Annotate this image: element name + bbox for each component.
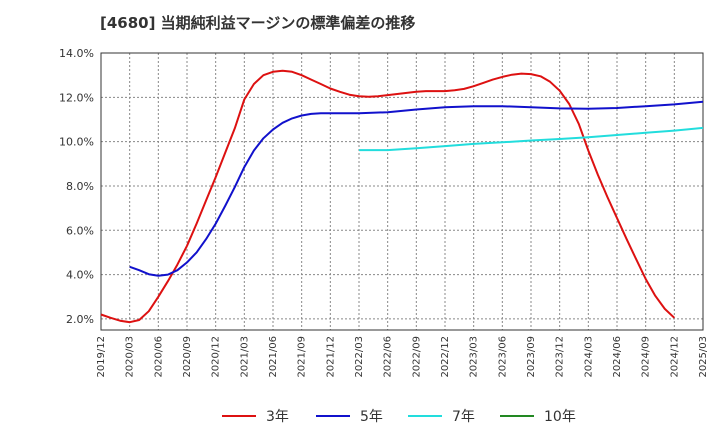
series-line-2 [359, 126, 704, 152]
y-tick-label: 8.0% [66, 180, 94, 193]
x-tick-label: 2024/06 [612, 336, 623, 378]
x-tick-label: 2020/09 [182, 336, 193, 378]
legend-label-7y: 7年 [452, 409, 475, 425]
plot-area [101, 53, 703, 330]
x-tick-label: 2023/06 [497, 336, 508, 378]
y-tick-label: 10.0% [59, 136, 94, 149]
x-tick-label: 2022/06 [383, 336, 394, 378]
y-tick-label: 4.0% [66, 269, 94, 282]
x-tick-label: 2023/12 [555, 336, 566, 378]
series-line-1 [129, 100, 704, 277]
x-tick-label: 2019/12 [96, 336, 107, 378]
y-tick-label: 12.0% [59, 91, 94, 104]
x-tick-label: 2021/12 [325, 336, 336, 378]
legend-item-10y: 10年 [500, 406, 576, 426]
x-tick-label: 2025/03 [698, 336, 709, 378]
y-tick-label: 14.0% [59, 47, 94, 60]
x-tick-label: 2023/03 [469, 336, 480, 378]
x-tick-label: 2021/03 [239, 336, 250, 378]
legend-item-5y: 5年 [316, 406, 383, 426]
legend-item-3y: 3年 [222, 406, 289, 426]
x-tick-label: 2022/03 [354, 336, 365, 378]
x-tick-label: 2021/09 [297, 336, 308, 378]
legend-swatch-7y [408, 415, 442, 417]
chart-title: [4680] 当期純利益マージンの標準偏差の推移 [100, 14, 416, 32]
x-tick-label: 2021/06 [268, 336, 279, 378]
legend-label-5y: 5年 [360, 409, 383, 425]
x-tick-label: 2022/09 [411, 336, 422, 378]
x-tick-label: 2024/12 [669, 336, 680, 378]
legend-label-10y: 10年 [544, 409, 576, 425]
x-tick-label: 2024/09 [641, 336, 652, 378]
x-tick-label: 2024/03 [583, 336, 594, 378]
legend-swatch-3y [222, 415, 256, 417]
series-line-0 [100, 69, 675, 324]
line-chart: 2019/12 2020/03 2020/06 2020/09 2020/12 2021/… [59, 47, 709, 378]
x-tick-label: 2020/12 [211, 336, 222, 378]
y-tick-label: 2.0% [66, 313, 94, 326]
legend-label-3y: 3年 [266, 409, 289, 425]
x-tick-label: 2023/09 [526, 336, 537, 378]
legend-swatch-10y [500, 415, 534, 417]
legend: 3年 5年 7年 10年 [0, 400, 720, 432]
plot-frame [100, 52, 704, 331]
legend-item-7y: 7年 [408, 406, 475, 426]
y-tick-label: 6.0% [66, 224, 94, 237]
x-tick-label: 2020/06 [153, 336, 164, 378]
x-tick-label: 2022/12 [440, 336, 451, 378]
legend-swatch-5y [316, 415, 350, 417]
x-tick-label: 2020/03 [125, 336, 136, 378]
